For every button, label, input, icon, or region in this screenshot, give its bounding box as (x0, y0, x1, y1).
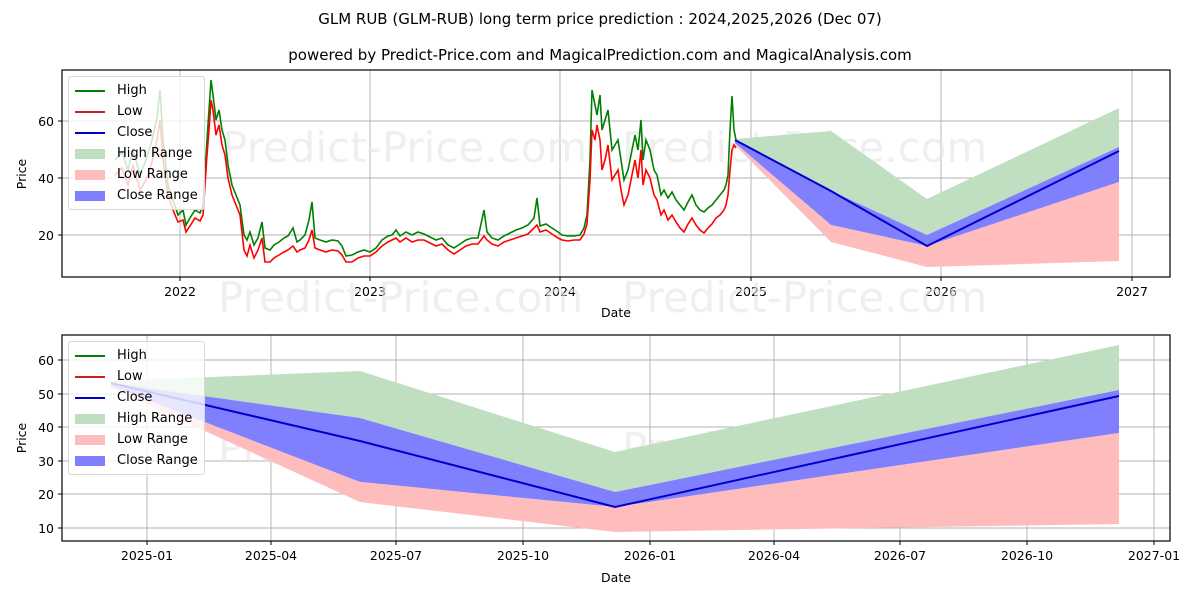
x-tick-label: 2022 (164, 284, 196, 299)
legend-label: Low (117, 369, 143, 384)
legend-label: High (117, 83, 147, 98)
legend-label: Close Range (117, 453, 198, 468)
x-tick-label: 2026 (925, 284, 957, 299)
legend-item-high-range: High Range (75, 408, 198, 429)
legend-item-close-range: Close Range (75, 185, 198, 206)
x-tick-label: 2025-10 (497, 548, 549, 563)
legend-item-high: High (75, 345, 198, 366)
legend-item-high-range: High Range (75, 143, 198, 164)
high-range-swatch (75, 413, 105, 424)
x-axis-label: Date (601, 305, 631, 320)
legend-label: High Range (117, 411, 193, 426)
low-range-swatch (75, 169, 105, 180)
high-line (114, 79, 737, 257)
close-range-area (111, 383, 1119, 507)
high-line-swatch (75, 89, 105, 92)
close-forecast-line (110, 382, 1120, 509)
high-range-area (735, 108, 1119, 235)
high-range-area (111, 345, 1119, 492)
legend-label: High Range (117, 146, 193, 161)
x-tick-label: 2025 (735, 284, 767, 299)
legend-item-close: Close (75, 387, 198, 408)
legend-item-low: Low (75, 101, 198, 122)
x-tick-label: 2026-04 (748, 548, 800, 563)
x-axis-label: Date (601, 570, 631, 585)
low-line-swatch (75, 375, 105, 378)
low-range-swatch (75, 434, 105, 445)
y-tick-label: 60 (38, 114, 54, 129)
legend-item-high: High (75, 80, 198, 101)
low-line (114, 99, 737, 263)
x-tick-label: 2026-01 (624, 548, 676, 563)
y-tick-label: 60 (38, 353, 54, 368)
close-line-swatch (75, 131, 105, 134)
chart-subtitle: powered by Predict-Price.com and Magical… (288, 46, 912, 64)
y-tick-label: 20 (38, 228, 54, 243)
close-range-swatch (75, 190, 105, 201)
x-tick-label: 2025-01 (121, 548, 173, 563)
y-axis-label: Price (14, 158, 29, 189)
legend-item-low-range: Low Range (75, 164, 198, 185)
y-tick-label: 30 (38, 454, 54, 469)
legend-label: Close Range (117, 188, 198, 203)
legend-item-low: Low (75, 366, 198, 387)
bottom-chart: Predict-Price.com Predict-Price.com 60 5… (14, 334, 1180, 585)
x-tick-label: 2027-01 (1128, 548, 1180, 563)
legend-label: Low (117, 104, 143, 119)
y-tick-label: 20 (38, 487, 54, 502)
x-tick-label: 2023 (354, 284, 386, 299)
y-tick-label: 50 (38, 387, 54, 402)
x-tick-label: 2025-07 (370, 548, 422, 563)
legend-label: Low Range (117, 432, 188, 447)
close-line-swatch (75, 396, 105, 399)
top-axes-frame (61, 69, 1171, 278)
legend-label: Close (117, 125, 153, 140)
x-tick-label: 2024 (544, 284, 576, 299)
high-line-swatch (75, 354, 105, 357)
x-tick-label: 2025-04 (245, 548, 297, 563)
y-tick-label: 10 (38, 521, 54, 536)
bottom-axes-frame (61, 334, 1171, 542)
legend-item-close: Close (75, 122, 198, 143)
legend-item-low-range: Low Range (75, 429, 198, 450)
y-tick-label: 40 (38, 171, 54, 186)
low-range-area (735, 143, 1119, 267)
top-legend: High Low Close High Range Low Range Clos… (68, 76, 205, 210)
close-range-area (735, 140, 1119, 246)
close-range-swatch (75, 455, 105, 466)
watermark: Predict-Price.com (218, 273, 583, 322)
high-range-swatch (75, 148, 105, 159)
x-tick-label: 2026-07 (874, 548, 926, 563)
legend-item-close-range: Close Range (75, 450, 198, 471)
y-axis-label: Price (14, 422, 29, 453)
legend-label: Low Range (117, 167, 188, 182)
y-tick-label: 40 (38, 420, 54, 435)
x-tick-label: 2027 (1116, 284, 1148, 299)
top-chart: Predict-Price.com Predict-Price.com 60 4… (14, 69, 1171, 322)
legend-label: Close (117, 390, 153, 405)
bottom-legend: High Low Close High Range Low Range Clos… (68, 341, 205, 475)
watermark: Predict-Price.com (222, 123, 587, 172)
low-line-swatch (75, 110, 105, 113)
chart-title: GLM RUB (GLM-RUB) long term price predic… (318, 10, 882, 28)
close-forecast-line (734, 139, 1120, 248)
x-tick-label: 2026-10 (1001, 548, 1053, 563)
watermark: Predict-Price.com (622, 273, 987, 322)
legend-label: High (117, 348, 147, 363)
low-range-area (111, 386, 1119, 532)
